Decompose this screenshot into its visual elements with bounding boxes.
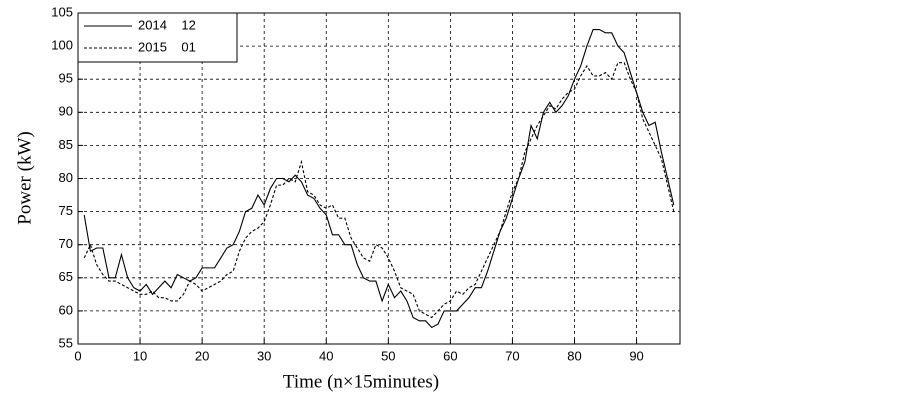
x-tick-label: 50 xyxy=(381,348,395,363)
x-tick-label: 70 xyxy=(505,348,519,363)
x-tick-label: 10 xyxy=(133,348,147,363)
y-tick-label: 85 xyxy=(59,137,73,152)
x-tick-label: 60 xyxy=(443,348,457,363)
x-tick-label: 80 xyxy=(567,348,581,363)
y-tick-label: 60 xyxy=(59,302,73,317)
y-tick-label: 95 xyxy=(59,71,73,86)
y-tick-label: 75 xyxy=(59,203,73,218)
x-tick-label: 20 xyxy=(195,348,209,363)
legend-label: 2015 01 xyxy=(138,39,196,54)
x-tick-label: 40 xyxy=(319,348,333,363)
legend-box xyxy=(77,12,238,63)
y-tick-label: 70 xyxy=(59,236,73,251)
y-tick-label: 65 xyxy=(59,269,73,284)
series-line xyxy=(83,29,675,329)
y-tick-label: 55 xyxy=(59,335,73,350)
y-tick-label: 100 xyxy=(51,38,73,53)
axes-frame xyxy=(77,12,681,345)
y-tick-label: 90 xyxy=(59,104,73,119)
y-tick-label: 80 xyxy=(59,170,73,185)
x-tick-label: 90 xyxy=(629,348,643,363)
x-tick-label: 30 xyxy=(257,348,271,363)
x-axis-label: Time (n×15minutes) xyxy=(283,371,439,392)
y-tick-label: 105 xyxy=(51,4,73,19)
x-tick-label: 0 xyxy=(74,348,81,363)
y-axis-label: Power (kW) xyxy=(14,131,35,224)
legend-label: 2014 12 xyxy=(138,17,196,32)
